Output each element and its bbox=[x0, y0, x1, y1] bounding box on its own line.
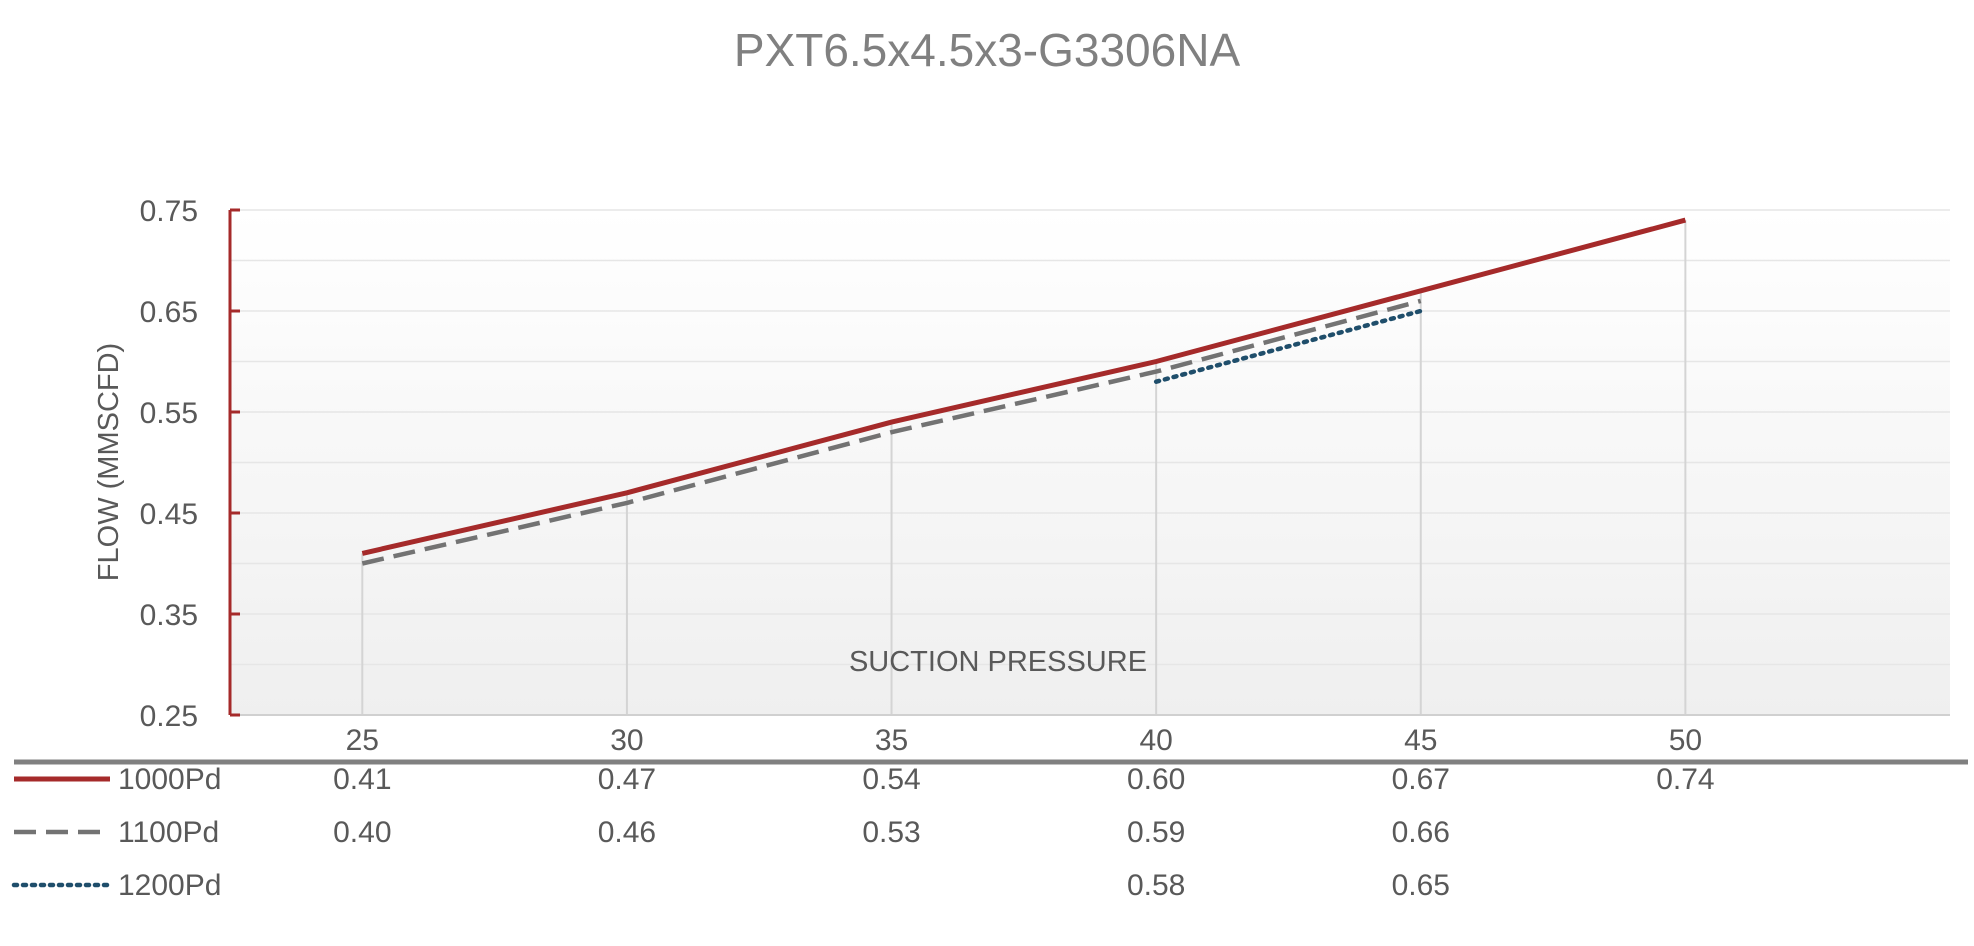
series-line-1200Pd bbox=[1153, 308, 1424, 384]
data-label: 0.53 bbox=[862, 816, 920, 849]
data-label: 0.60 bbox=[1127, 763, 1185, 796]
data-label: 0.46 bbox=[598, 816, 656, 849]
x-axis-ticks: 25 30 35 40 45 50 bbox=[346, 724, 1702, 757]
gridlines bbox=[230, 209, 1950, 666]
data-label: 0.74 bbox=[1656, 763, 1714, 796]
x-axis-title: SUCTION PRESSURE bbox=[849, 646, 1147, 678]
legend-label: 1200Pd bbox=[118, 869, 221, 902]
series-lines bbox=[361, 217, 1687, 566]
data-label: 0.58 bbox=[1127, 869, 1185, 902]
x-tick-label: 40 bbox=[1139, 724, 1172, 757]
data-label: 0.59 bbox=[1127, 816, 1185, 849]
y-axis-title: FLOW (MMSCFD) bbox=[93, 343, 125, 581]
x-tick-label: 45 bbox=[1404, 724, 1437, 757]
data-label: 0.47 bbox=[598, 763, 656, 796]
x-tick-label: 25 bbox=[346, 724, 379, 757]
y-tick-label: 0.35 bbox=[140, 599, 198, 632]
x-tick-label: 30 bbox=[610, 724, 643, 757]
data-label: 0.54 bbox=[862, 763, 920, 796]
y-tick-label: 0.75 bbox=[140, 195, 198, 228]
y-tick-label: 0.45 bbox=[140, 498, 198, 531]
data-label: 0.67 bbox=[1392, 763, 1450, 796]
series-line-1100Pd bbox=[361, 298, 1422, 566]
x-tick-label: 50 bbox=[1669, 724, 1702, 757]
y-tick-label: 0.65 bbox=[140, 296, 198, 329]
drop-lines bbox=[361, 220, 1687, 715]
data-label: 0.66 bbox=[1392, 816, 1450, 849]
data-label: 0.40 bbox=[333, 816, 391, 849]
data-label: 0.65 bbox=[1392, 869, 1450, 902]
y-tick-label: 0.55 bbox=[140, 397, 198, 430]
data-label: 0.41 bbox=[333, 763, 391, 796]
chart-title: PXT6.5x4.5x3-G3306NA bbox=[734, 24, 1241, 76]
series-line-1000Pd bbox=[361, 217, 1687, 556]
y-axis-ticks: 0.75 0.65 0.55 0.45 0.35 0.25 bbox=[140, 195, 240, 733]
legend-label: 1000Pd bbox=[118, 763, 221, 796]
x-tick-label: 35 bbox=[875, 724, 908, 757]
data-table: 1000Pd 0.41 0.47 0.54 0.60 0.67 0.74 1100Pd 0.40… bbox=[11, 763, 1715, 902]
y-tick-label: 0.25 bbox=[140, 700, 198, 733]
legend-label: 1100Pd bbox=[118, 816, 219, 849]
